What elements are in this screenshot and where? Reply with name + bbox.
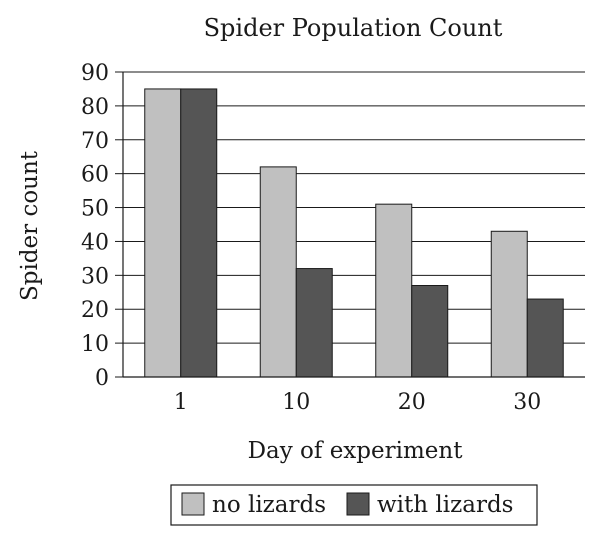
chart-title: Spider Population Count bbox=[204, 14, 503, 42]
bar-with-lizards-20 bbox=[411, 285, 449, 378]
x-tick-label: 30 bbox=[513, 390, 541, 415]
x-tick-label: 20 bbox=[398, 390, 426, 415]
bar-no-lizards-20 bbox=[375, 203, 413, 378]
bar-no-lizards-10 bbox=[259, 166, 297, 378]
legend-swatch-with-lizards bbox=[346, 492, 370, 516]
y-tick-label: 80 bbox=[81, 95, 109, 120]
legend-frame bbox=[170, 484, 538, 526]
y-tick-labels: 0 10 20 30 40 50 60 70 80 90 bbox=[81, 61, 109, 391]
x-tick-label: 1 bbox=[174, 390, 188, 415]
bar-no-lizards-30 bbox=[490, 230, 528, 378]
legend-label-no-lizards: no lizards bbox=[212, 492, 326, 518]
bar-with-lizards-10 bbox=[295, 268, 333, 378]
bar-with-lizards-1 bbox=[180, 88, 218, 378]
bar-no-lizards-1 bbox=[144, 88, 182, 378]
y-tick-label: 90 bbox=[81, 61, 109, 86]
y-tick-label: 20 bbox=[81, 298, 109, 323]
legend-label-with-lizards: with lizards bbox=[377, 492, 513, 518]
y-tick-label: 70 bbox=[81, 129, 109, 154]
y-tick-label: 30 bbox=[81, 264, 109, 289]
x-axis-label: Day of experiment bbox=[248, 438, 464, 464]
y-tick-label: 60 bbox=[81, 163, 109, 188]
y-tick-label: 50 bbox=[81, 197, 109, 222]
bars bbox=[144, 88, 564, 378]
bar-with-lizards-30 bbox=[526, 298, 564, 378]
axes bbox=[115, 71, 585, 378]
legend-swatch-no-lizards bbox=[181, 492, 205, 516]
x-tick-label: 10 bbox=[282, 390, 310, 415]
legend: no lizards with lizards bbox=[170, 484, 538, 526]
y-axis-label: Spider count bbox=[17, 150, 43, 301]
y-tick-label: 10 bbox=[81, 332, 109, 357]
x-tick-labels: 1 10 20 30 bbox=[174, 390, 542, 415]
y-tick-label: 0 bbox=[95, 366, 109, 391]
y-tick-label: 40 bbox=[81, 230, 109, 255]
